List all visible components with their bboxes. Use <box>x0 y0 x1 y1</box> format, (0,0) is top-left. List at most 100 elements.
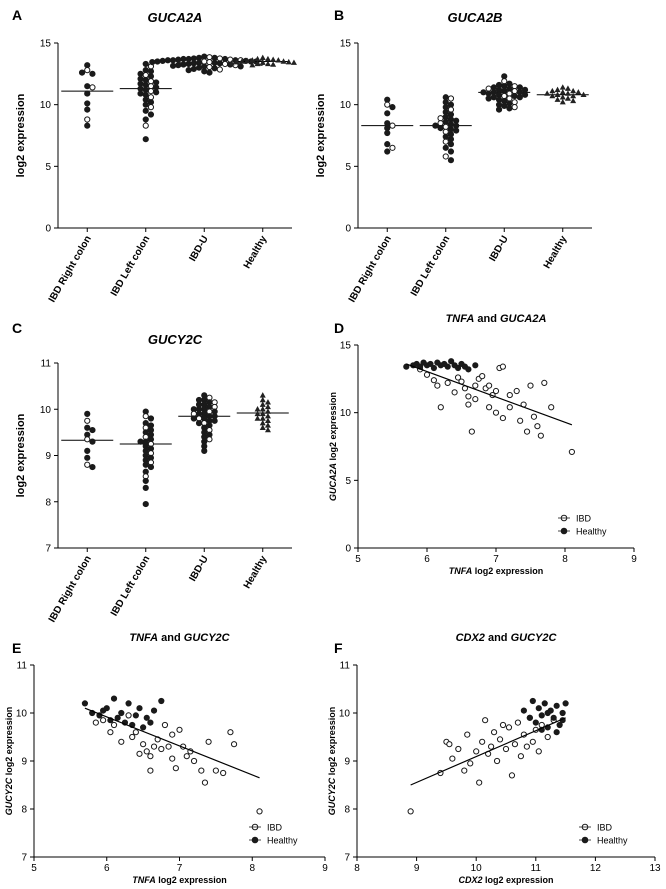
data-point <box>447 136 455 143</box>
data-point <box>190 757 198 765</box>
data-point <box>468 428 475 435</box>
data-point <box>270 56 277 62</box>
data-point <box>264 412 271 419</box>
y-label-rest: log2 expression <box>327 707 337 778</box>
data-point <box>506 85 513 92</box>
data-point <box>84 83 91 90</box>
data-point <box>454 374 462 381</box>
data-point <box>221 55 229 63</box>
data-point <box>153 79 160 86</box>
data-point <box>264 408 271 414</box>
data-point <box>84 417 91 424</box>
data-point <box>84 424 91 431</box>
chart-title: TNFA and GUCY2C <box>129 632 230 644</box>
data-point <box>501 78 508 85</box>
panel-letter: B <box>334 7 344 23</box>
data-point <box>490 89 497 96</box>
panel-a: A GUCA2A log2 expression 0 5 10 15 IBD Right co… <box>12 7 297 304</box>
data-point <box>180 55 187 63</box>
data-point <box>570 87 577 94</box>
data-point <box>216 66 223 73</box>
data-point <box>575 89 582 95</box>
legend-label: Healthy <box>267 836 298 846</box>
legend-label: IBD <box>576 514 592 524</box>
data-point <box>490 94 497 101</box>
x-label-rest: log2 expression <box>156 875 227 885</box>
data-point <box>290 59 297 65</box>
data-point <box>511 83 518 90</box>
data-point <box>453 122 460 129</box>
y-tick-label: 11 <box>340 661 351 672</box>
data-point <box>142 101 149 108</box>
y-axis-label: GUCY2C log2 expression <box>4 707 14 816</box>
chart-title: GUCA2B <box>448 10 503 25</box>
y-tick-label: 10 <box>40 100 52 111</box>
data-point <box>496 736 504 743</box>
data-point <box>132 729 139 736</box>
data-point <box>549 92 556 99</box>
data-point <box>142 81 149 89</box>
data-point <box>430 377 437 384</box>
data-point <box>499 414 506 422</box>
data-point <box>84 100 91 107</box>
data-point <box>221 60 229 68</box>
data-point <box>169 755 176 762</box>
data-point <box>562 700 569 707</box>
data-point <box>451 389 458 396</box>
data-point <box>430 364 437 372</box>
x-tick-label: 9 <box>414 863 420 874</box>
data-point <box>198 767 205 774</box>
data-point <box>482 717 489 724</box>
data-point <box>249 62 256 68</box>
data-point <box>185 60 192 68</box>
title-gene-2: GUCY2C <box>184 632 231 644</box>
title-and: and <box>485 632 511 644</box>
x-label-gene: CDX2 <box>458 875 482 885</box>
data-point <box>447 116 455 123</box>
data-point <box>454 364 462 372</box>
y-tick-label: 15 <box>340 341 352 352</box>
y-label-gene: GUCY2C <box>4 777 14 815</box>
data-point <box>259 392 266 398</box>
data-point <box>486 382 493 389</box>
data-point <box>559 709 566 717</box>
data-point <box>492 409 500 416</box>
data-point <box>384 96 391 103</box>
data-point <box>485 85 492 92</box>
data-point <box>259 396 266 403</box>
x-tick-label: 8 <box>354 863 360 874</box>
data-point <box>259 54 266 60</box>
data-point <box>541 700 548 707</box>
x-label-rest: log2 expression <box>472 566 543 576</box>
data-point <box>488 743 495 750</box>
panel-letter: D <box>334 320 344 336</box>
data-point <box>195 420 203 427</box>
data-point <box>544 709 551 717</box>
data-point <box>442 94 449 101</box>
data-point <box>89 426 96 434</box>
y-tick-label: 10 <box>339 709 351 720</box>
data-point <box>554 86 561 93</box>
data-point <box>472 396 479 403</box>
panel-b: B GUCA2B log2 expression 0 5 10 15 IBD Right co… <box>315 7 592 304</box>
data-point <box>275 57 282 63</box>
data-point <box>161 721 169 729</box>
panel-c: C GUCY2C log2 expression 7 8 9 10 11 IBD Right c… <box>12 320 292 624</box>
data-point <box>501 97 508 105</box>
data-point <box>147 111 155 118</box>
data-point <box>137 75 144 82</box>
data-point <box>580 91 587 97</box>
data-point <box>107 729 114 736</box>
data-point <box>570 92 577 99</box>
data-point <box>254 415 261 421</box>
data-point <box>142 67 149 74</box>
data-point <box>472 382 479 389</box>
data-point <box>110 695 118 702</box>
data-point <box>280 58 287 64</box>
data-point <box>461 767 468 774</box>
data-point <box>220 769 227 777</box>
data-point <box>150 743 158 750</box>
data-point <box>453 117 460 124</box>
y-tick-label: 10 <box>340 408 352 419</box>
x-tick-label: 8 <box>562 554 568 565</box>
